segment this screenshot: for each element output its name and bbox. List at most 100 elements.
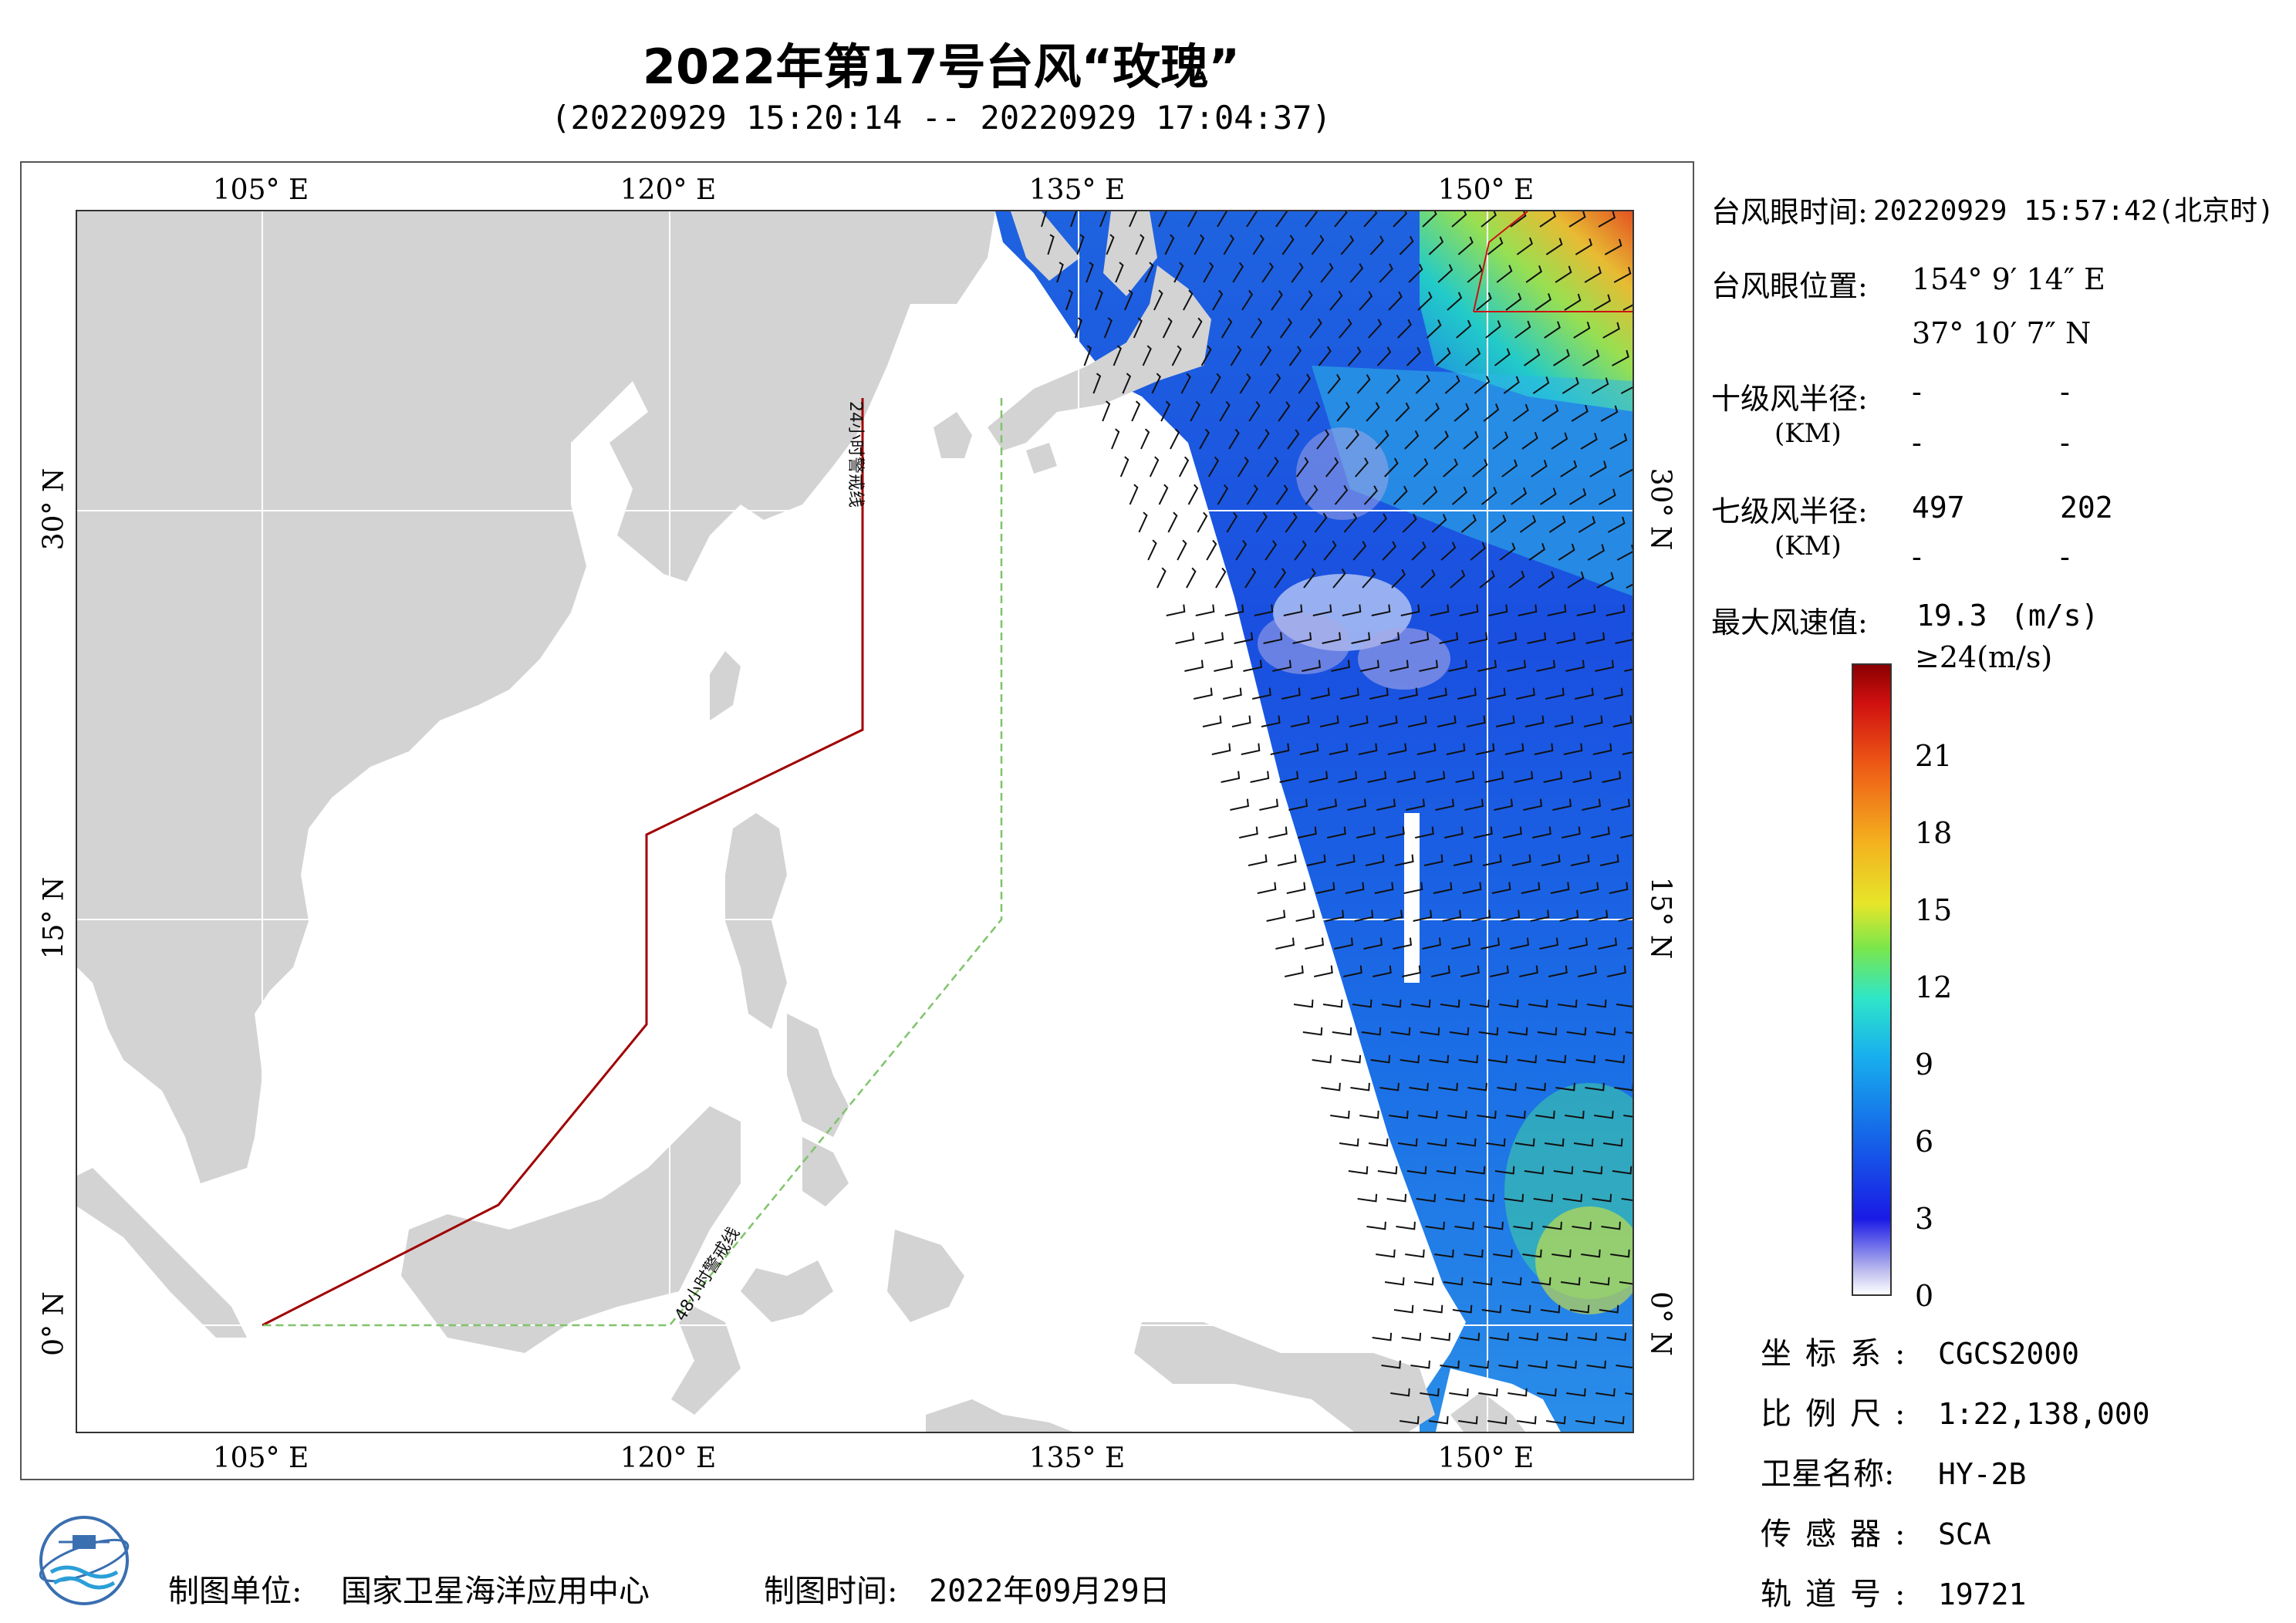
wind-barb xyxy=(1599,854,1619,866)
wind-barb xyxy=(1556,632,1576,644)
wind-barb xyxy=(1439,632,1459,644)
wind-barb xyxy=(1497,632,1518,644)
wind-barb xyxy=(1508,570,1525,589)
map-canvas[interactable]: 24小时警戒线 48小时警戒线 xyxy=(76,210,1634,1433)
wind-barb xyxy=(1221,317,1233,339)
wind-barb xyxy=(1481,937,1501,950)
wind-barb xyxy=(1306,854,1326,866)
wind-barb xyxy=(1445,1193,1466,1203)
land-masses xyxy=(77,211,1525,1432)
wind-barb xyxy=(1207,456,1220,477)
wind-barb xyxy=(1400,604,1420,616)
wind-barb xyxy=(1551,432,1568,450)
wind-barb xyxy=(1211,743,1231,755)
wind-barb xyxy=(1366,1221,1386,1230)
wind-barb xyxy=(1610,1249,1630,1258)
wind-barb xyxy=(1239,373,1251,394)
wind-barb xyxy=(1530,909,1550,922)
wind-barb xyxy=(1356,374,1371,394)
wind-barb xyxy=(1433,882,1453,894)
wind-barb xyxy=(1237,456,1249,477)
wind-barb xyxy=(1431,965,1450,977)
r10-value-2: - xyxy=(2060,375,2070,409)
r10-value-4: - xyxy=(2060,426,2070,460)
wind-barb xyxy=(1545,687,1565,700)
wind-barb xyxy=(1308,771,1329,783)
wind-barb xyxy=(1083,345,1092,366)
orbit-value: 19721 xyxy=(1938,1577,2027,1611)
wind-barb xyxy=(1477,1110,1497,1119)
wind-barb xyxy=(1510,211,1527,228)
wind-barb xyxy=(1305,211,1318,228)
eye-lon: 154° 9′ 14″ E xyxy=(1912,262,2105,296)
wind-barb xyxy=(1410,632,1430,644)
wind-barb xyxy=(1510,487,1528,505)
wind-barb xyxy=(1511,854,1531,866)
wind-barb xyxy=(1495,715,1515,727)
wind-barb xyxy=(1535,293,1551,311)
wind-barb xyxy=(1311,687,1330,700)
wind-barb xyxy=(1518,1332,1539,1341)
wind-barb xyxy=(1479,570,1495,589)
wind-barb xyxy=(1266,457,1279,477)
wind-barb xyxy=(1428,1415,1449,1425)
wind-barb xyxy=(1194,234,1205,255)
wind-barb xyxy=(1504,743,1524,755)
wind-barb xyxy=(1575,238,1593,255)
wind-barb xyxy=(1496,265,1513,283)
wind-barb xyxy=(1602,771,1622,783)
lon-tick-top-105: 105° E xyxy=(212,174,309,206)
wind-barb xyxy=(1197,511,1208,533)
wind-barb xyxy=(1592,1193,1612,1203)
wind-barb xyxy=(1095,289,1103,311)
wind-barb xyxy=(1386,374,1401,394)
wind-barb xyxy=(1217,484,1229,505)
wind-barb xyxy=(1413,909,1433,922)
wind-barb xyxy=(1519,965,1538,977)
wind-barb xyxy=(1298,373,1312,394)
wind-barb xyxy=(1373,513,1387,533)
wind-barb xyxy=(1266,909,1286,922)
wind-barb xyxy=(1478,1027,1499,1036)
scale-value: 1:22,138,000 xyxy=(1938,1397,2150,1431)
wind-barb xyxy=(1339,1138,1359,1147)
wind-barb xyxy=(1586,1360,1606,1369)
crs-label: 坐标系: xyxy=(1761,1336,1920,1372)
wind-barb xyxy=(1594,1110,1614,1119)
wind-barb xyxy=(1119,456,1129,477)
graticule xyxy=(77,211,1633,1432)
wind-barb xyxy=(1115,262,1124,283)
wind-barb xyxy=(1357,1193,1378,1203)
wind-barb xyxy=(1319,715,1339,727)
wind-barb xyxy=(1290,715,1310,727)
satellite-label: 卫星名称: xyxy=(1761,1456,1895,1492)
wind-barb xyxy=(1519,515,1537,533)
wind-barb xyxy=(1299,743,1319,755)
wind-barb xyxy=(1624,668,1633,672)
wind-barb xyxy=(1420,1027,1440,1036)
wind-barb xyxy=(1316,429,1330,450)
wind-barb xyxy=(1485,1138,1506,1147)
wind-barb xyxy=(1187,211,1197,228)
r10-value-3: - xyxy=(1912,426,1922,460)
wind-barb xyxy=(1450,569,1466,589)
wind-barb xyxy=(1420,569,1436,589)
colorbar-tick-label: 15 xyxy=(1915,893,1953,927)
wind-barb xyxy=(1355,457,1369,477)
wind-barb xyxy=(1560,460,1578,477)
wind-barb xyxy=(1162,317,1173,339)
wind-barb xyxy=(1516,237,1533,255)
wind-barb xyxy=(1595,660,1614,672)
wind-barb xyxy=(1214,660,1233,672)
wind-barb xyxy=(1340,235,1355,255)
wind-barb xyxy=(1498,999,1519,1008)
wind-barb xyxy=(1281,235,1295,255)
wind-barb xyxy=(1449,1388,1469,1397)
wind-barb xyxy=(1531,1277,1551,1286)
wind-barb xyxy=(1606,604,1626,616)
wind-barb xyxy=(1158,211,1167,228)
wind-barb xyxy=(1287,429,1300,450)
wind-barb xyxy=(1573,1138,1594,1147)
wind-barb xyxy=(1347,798,1366,811)
wind-barb xyxy=(1423,854,1443,866)
